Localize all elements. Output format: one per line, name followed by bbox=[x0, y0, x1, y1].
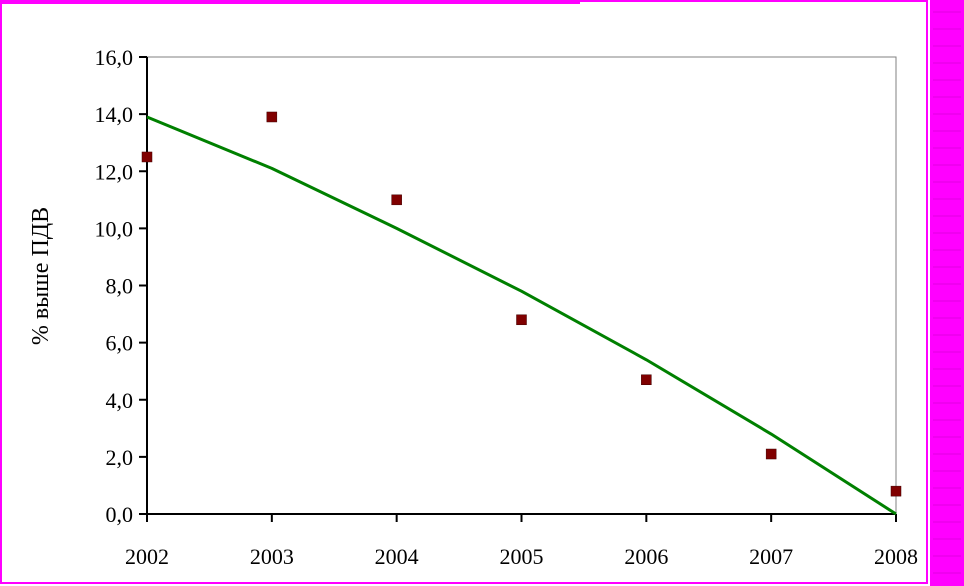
x-tick-label: 2004 bbox=[375, 544, 419, 569]
right-strip-fill bbox=[930, 0, 964, 586]
x-tick-label: 2002 bbox=[125, 544, 169, 569]
x-tick-label: 2005 bbox=[500, 544, 544, 569]
plot-border bbox=[146, 56, 897, 515]
x-tick-label: 2008 bbox=[874, 544, 918, 569]
y-tick-label: 2,0 bbox=[106, 445, 134, 470]
data-point bbox=[890, 485, 902, 497]
data-point bbox=[641, 374, 652, 386]
data-point bbox=[391, 194, 402, 206]
y-tick-label: 16,0 bbox=[95, 45, 134, 70]
y-tick-label: 10,0 bbox=[95, 216, 134, 241]
y-tick-label: 14,0 bbox=[95, 102, 134, 127]
plot-area bbox=[146, 56, 897, 515]
right-scroll-strip bbox=[930, 0, 964, 586]
trend-line bbox=[146, 115, 897, 516]
y-tick-label: 6,0 bbox=[106, 331, 134, 356]
x-tick-label: 2003 bbox=[250, 544, 294, 569]
y-tick-label: 4,0 bbox=[106, 388, 134, 413]
y-tick-label: 8,0 bbox=[106, 274, 134, 299]
y-axis-title: % выше ПДВ bbox=[28, 207, 54, 345]
y-axis: 0,0 2,0 4,0 6,0 8,0 10,0 12,0 14,0 16,0 bbox=[95, 45, 148, 527]
data-point bbox=[266, 111, 278, 123]
frame-top-strip bbox=[0, 0, 580, 4]
y-tick-label: 0,0 bbox=[106, 502, 134, 527]
data-point bbox=[516, 314, 527, 326]
x-tick-label: 2006 bbox=[624, 544, 668, 569]
trend-line-layer bbox=[146, 115, 897, 516]
data-points-layer bbox=[141, 111, 902, 497]
x-tick-label: 2007 bbox=[749, 544, 793, 569]
y-tick-label: 12,0 bbox=[95, 159, 134, 184]
data-point bbox=[765, 448, 777, 460]
frame-border bbox=[0, 0, 928, 584]
data-point bbox=[141, 151, 153, 163]
x-axis: 2002 2003 2004 2005 2006 2007 2008 bbox=[125, 513, 918, 569]
